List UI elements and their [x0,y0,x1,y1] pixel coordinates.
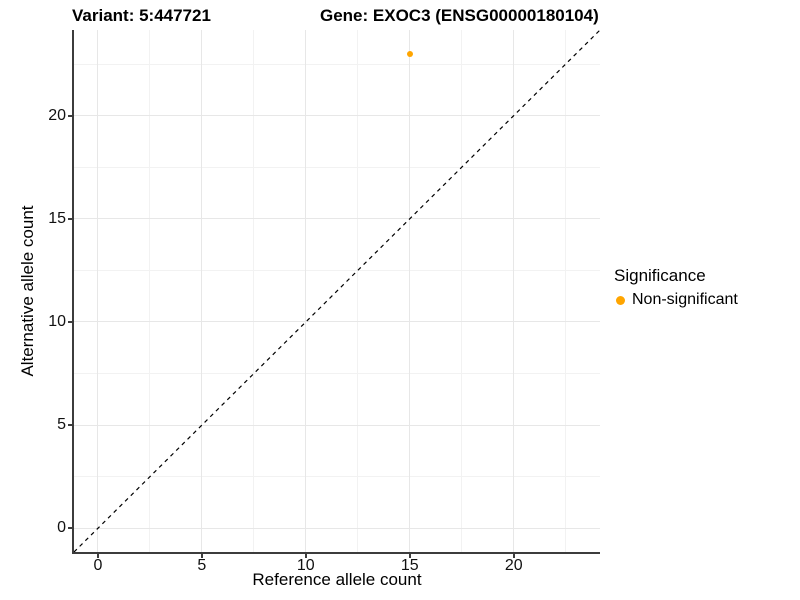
y-tick-label: 20 [48,106,66,124]
x-major-gridline [305,30,307,552]
y-axis-tick [68,527,72,530]
y-major-gridline [74,321,600,323]
y-axis-line [72,30,74,554]
plot-title-variant: Variant: 5:447721 [72,6,211,25]
x-minor-gridline [357,30,359,552]
plot-title-gene: Gene: EXOC3 (ENSG00000180104) [320,6,599,25]
y-minor-gridline [74,166,600,168]
y-axis-tick [68,114,72,117]
x-axis-tick [304,554,307,558]
x-minor-gridline [565,30,567,552]
x-axis-line [72,552,600,554]
y-minor-gridline [74,373,600,375]
x-major-gridline [409,30,411,552]
x-axis-tick [96,554,99,558]
legend-item-label: Non-significant [632,291,738,308]
x-minor-gridline [253,30,255,552]
x-tick-label: 15 [400,557,419,574]
x-tick-label: 10 [296,557,315,574]
x-major-gridline [513,30,515,552]
x-tick-label: 5 [197,557,207,574]
plot-panel [74,30,600,552]
x-major-gridline [97,30,99,552]
y-axis-tick [68,424,72,427]
legend-dot-icon [616,295,625,305]
y-tick-label: 0 [57,519,66,537]
x-major-gridline [201,30,203,552]
y-minor-gridline [74,269,600,271]
y-minor-gridline [74,63,600,65]
y-tick-label: 10 [48,312,66,330]
y-tick-label: 5 [57,416,66,434]
x-axis-tick [512,554,515,558]
y-axis-tick [68,320,72,323]
y-major-gridline [74,424,600,426]
data-point [406,50,413,57]
x-tick-label: 20 [504,557,523,574]
legend-item-non-significant: Non-significant [613,291,738,309]
legend: Significance Non-significant [613,266,738,309]
y-axis-tick [68,217,72,220]
x-axis-tick [408,554,411,558]
x-axis-title: Reference allele count [252,570,422,589]
x-minor-gridline [461,30,463,552]
y-major-gridline [74,527,600,529]
identity-reference-line [74,30,600,552]
y-tick-label: 15 [48,209,66,227]
x-minor-gridline [149,30,151,552]
legend-title: Significance [614,266,706,285]
y-major-gridline [74,218,600,220]
y-axis-title: Alternative allele count [18,205,37,377]
y-minor-gridline [74,476,600,478]
x-tick-label: 0 [93,557,103,574]
x-axis-tick [200,554,203,558]
y-major-gridline [74,115,600,117]
